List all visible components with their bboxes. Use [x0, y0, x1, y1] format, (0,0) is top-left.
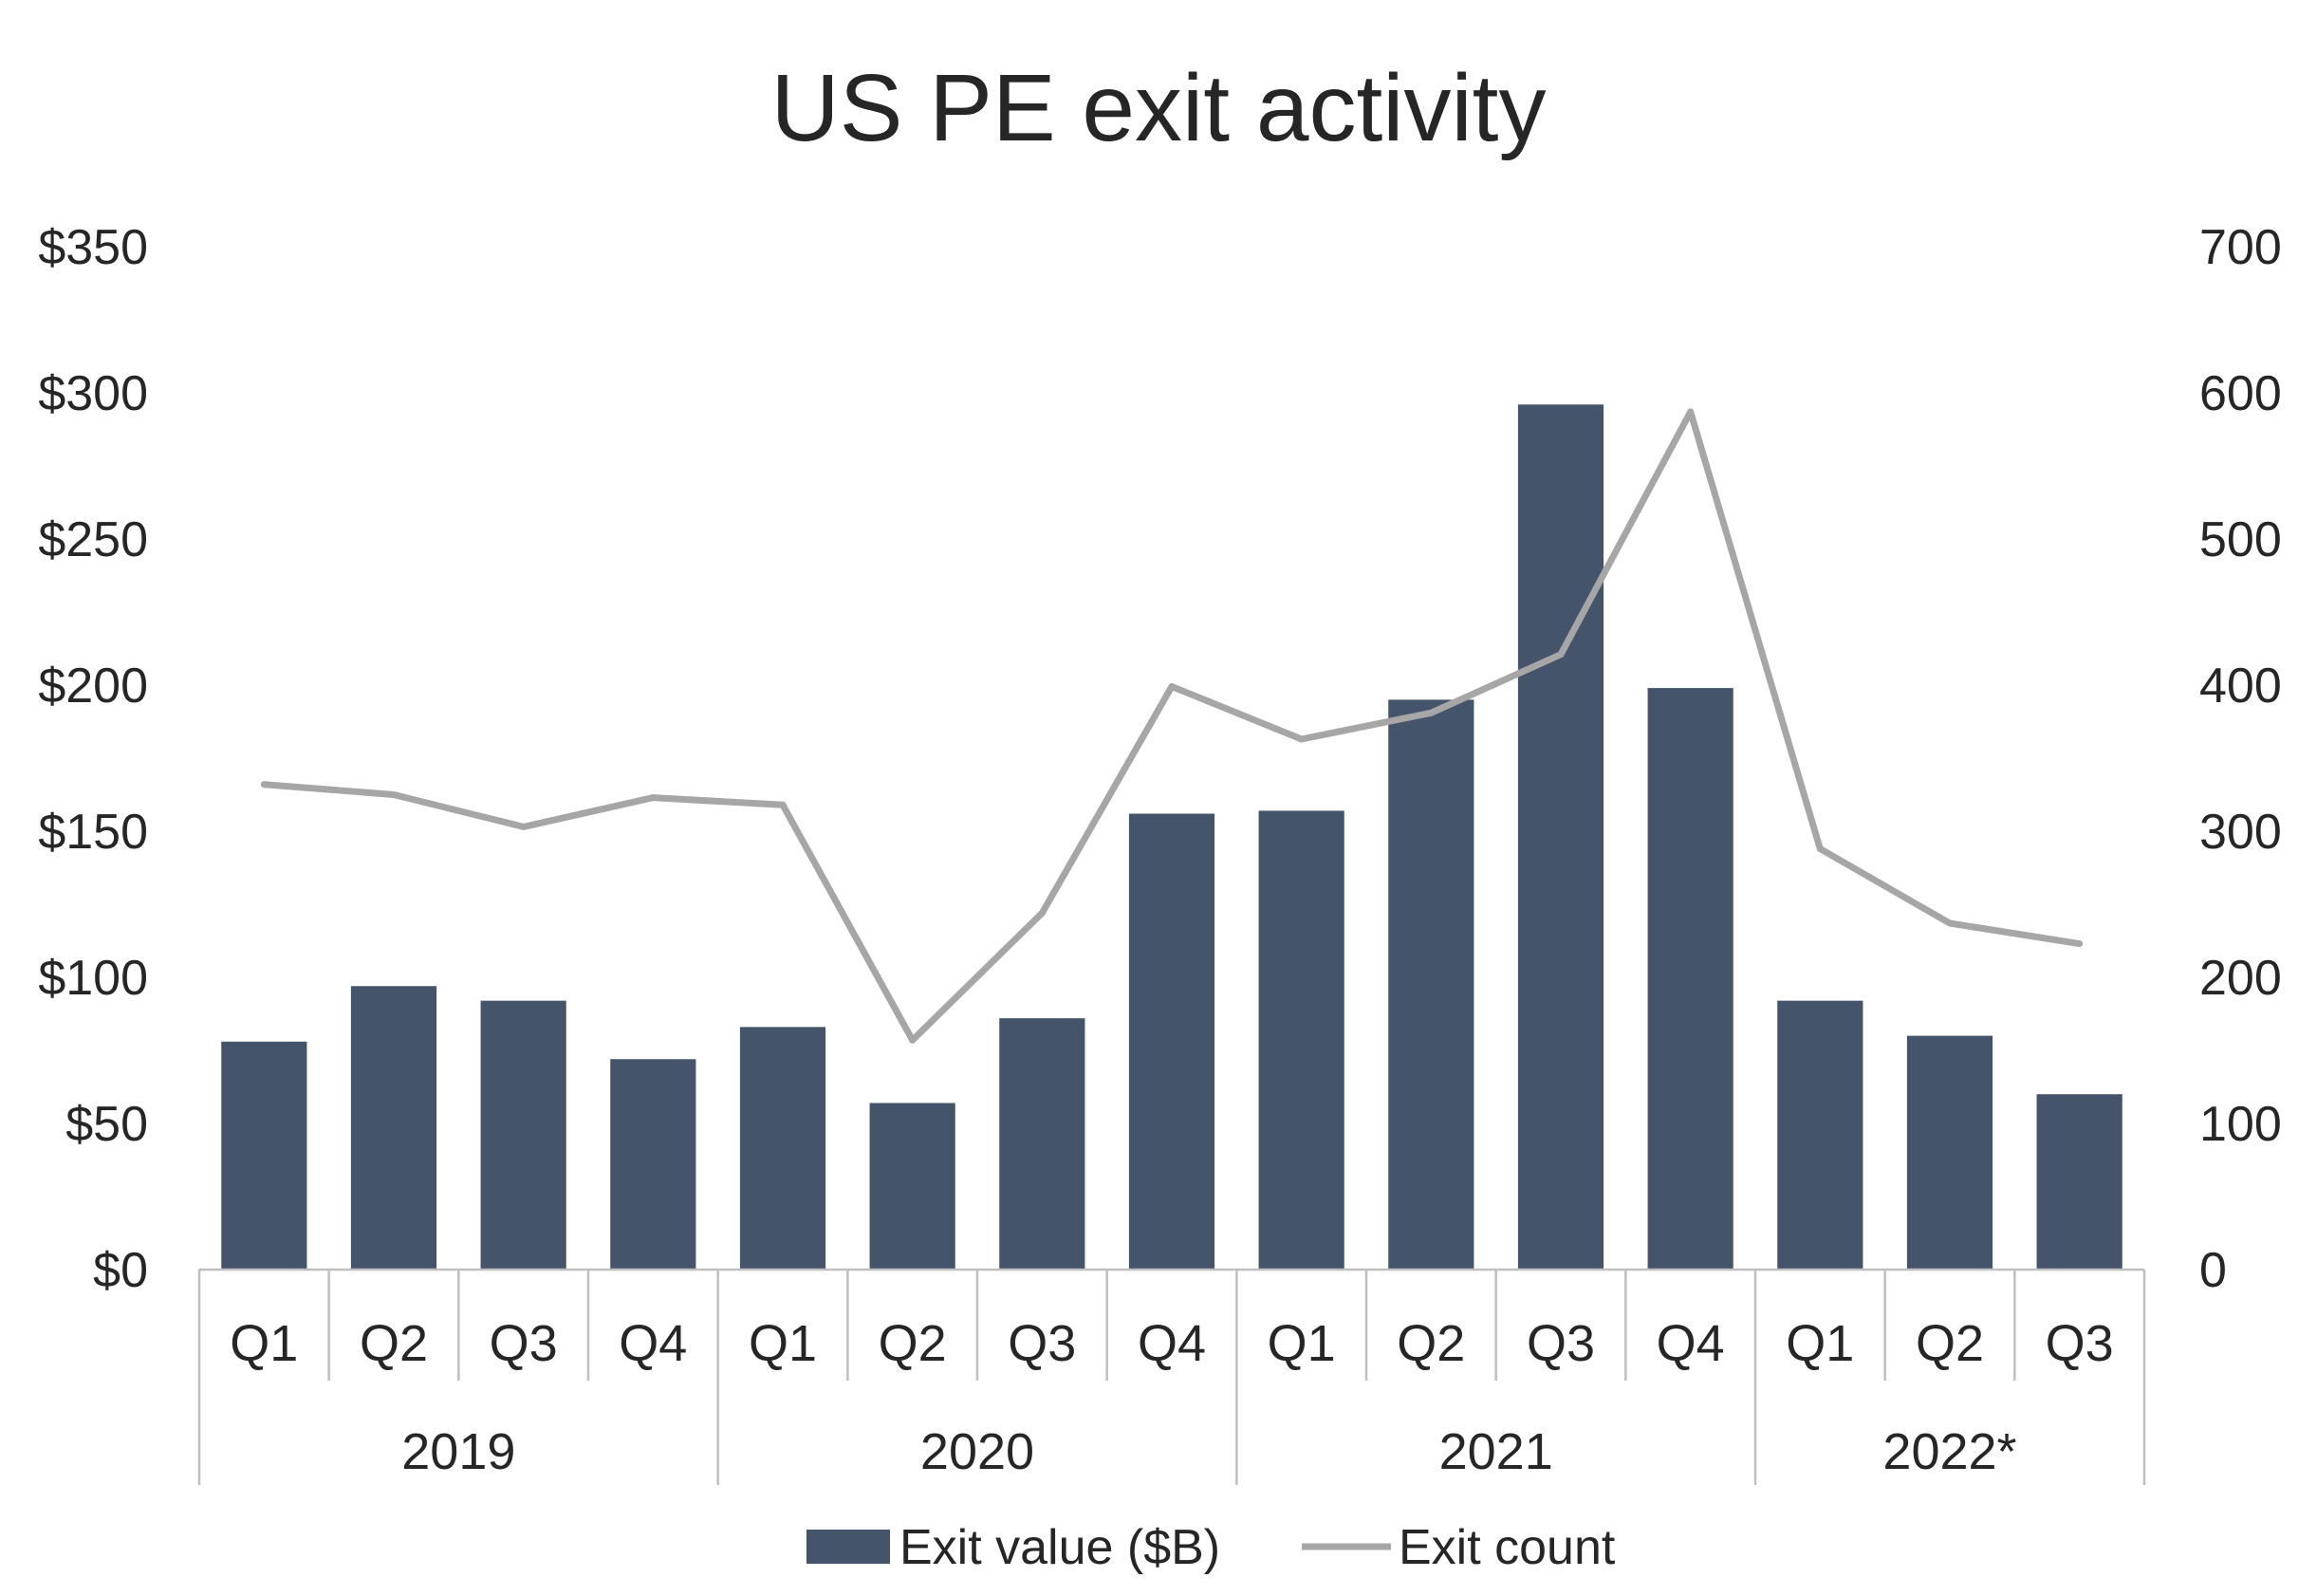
category-label: Q1: [1786, 1315, 1854, 1372]
left-axis-tick-label: $100: [38, 951, 148, 1006]
right-axis-tick-label: 600: [2199, 366, 2282, 421]
left-axis-tick-label: $150: [38, 805, 148, 860]
legend-label-exit-count: Exit count: [1399, 1520, 1616, 1575]
line-point: [1687, 408, 1695, 416]
bar: [1388, 699, 1474, 1270]
line-point: [649, 794, 657, 802]
line-point: [1298, 735, 1306, 743]
bar: [2036, 1094, 2122, 1270]
line-series: [260, 408, 2084, 1044]
category-label: Q2: [1397, 1315, 1465, 1372]
bar: [1517, 404, 1604, 1270]
chart-title: US PE exit activity: [771, 55, 1547, 161]
bar: [999, 1018, 1085, 1270]
line-point: [260, 781, 268, 789]
category-label: Q3: [1008, 1315, 1076, 1372]
bar: [1258, 810, 1344, 1270]
left-axis-tick-label: $0: [93, 1243, 148, 1298]
category-label: Q2: [879, 1315, 947, 1372]
line-point: [1946, 919, 1954, 927]
group-label: 2020: [920, 1423, 1034, 1480]
group-label: 2021: [1439, 1423, 1553, 1480]
bar: [1777, 1000, 1863, 1270]
category-label: Q4: [619, 1315, 687, 1372]
left-axis-tick-label: $250: [38, 512, 148, 567]
left-axis-tick-label: $200: [38, 659, 148, 714]
category-label: Q3: [2046, 1315, 2114, 1372]
bar-series: [221, 404, 2122, 1270]
right-axis-tick-label: 300: [2199, 805, 2282, 860]
category-label: Q3: [1527, 1315, 1595, 1372]
line-point: [909, 1036, 917, 1044]
line-point: [1816, 844, 1824, 852]
bar: [1128, 813, 1215, 1270]
bar: [739, 1027, 826, 1270]
category-label: Q1: [230, 1315, 298, 1372]
line-point: [520, 823, 528, 830]
line-point: [779, 801, 787, 808]
bar: [221, 1041, 307, 1270]
legend-label-exit-value: Exit value ($B): [899, 1520, 1220, 1575]
left-axis-tick-label: $50: [65, 1097, 148, 1152]
group-label: 2019: [401, 1423, 515, 1480]
x-axis: Q1 Q2 Q3 Q4 Q1 Q2 Q3 Q4 Q1 Q2 Q3 Q4 Q1 Q2 Q3 2019 2020 20…: [197, 1268, 2146, 1485]
right-axis-tick-label: 400: [2199, 659, 2282, 714]
right-axis: 0 100 200 300 400 500 600 700: [2199, 220, 2282, 1298]
category-label: Q3: [490, 1315, 558, 1372]
line-point: [2076, 940, 2084, 948]
category-label: Q2: [360, 1315, 428, 1372]
bar: [610, 1059, 696, 1270]
right-axis-tick-label: 700: [2199, 220, 2282, 275]
right-axis-tick-label: 0: [2199, 1243, 2227, 1298]
left-axis-tick-label: $300: [38, 366, 148, 421]
line-point: [1168, 683, 1176, 691]
right-axis-tick-label: 500: [2199, 512, 2282, 567]
left-axis: $0 $50 $100 $150 $200 $250 $300 $350: [38, 220, 148, 1298]
bar: [1647, 688, 1733, 1270]
line-point: [390, 791, 398, 798]
line-point: [1038, 909, 1046, 917]
legend-swatch-exit-value: [806, 1530, 890, 1564]
line-point: [1557, 651, 1565, 659]
right-axis-tick-label: 100: [2199, 1097, 2282, 1152]
right-axis-tick-label: 200: [2199, 951, 2282, 1006]
bar: [869, 1103, 955, 1270]
bar: [1906, 1035, 1993, 1270]
bar: [480, 1000, 566, 1270]
bar: [350, 986, 437, 1270]
line-point: [1427, 709, 1435, 716]
left-axis-tick-label: $350: [38, 220, 148, 275]
category-label: Q4: [1138, 1315, 1206, 1372]
category-label: Q1: [749, 1315, 817, 1372]
category-label: Q2: [1916, 1315, 1984, 1372]
category-label: Q1: [1268, 1315, 1336, 1372]
legend: Exit value ($B) Exit count: [806, 1520, 1616, 1575]
category-label: Q4: [1657, 1315, 1725, 1372]
group-label: 2022*: [1882, 1423, 2016, 1480]
